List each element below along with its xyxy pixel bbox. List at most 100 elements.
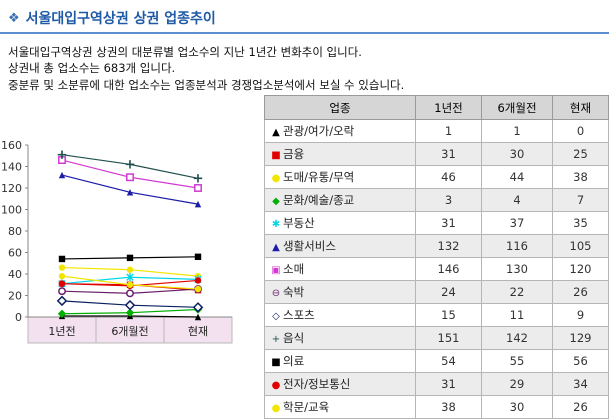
data-point [57,150,67,159]
category-cell: + 음식 [264,326,416,350]
data-point [194,277,202,284]
table-row: ● 학문/교육 38 30 26 [264,395,609,419]
value-cell: 37 [481,211,553,235]
data-point [58,171,66,179]
data-point [126,289,134,298]
category-axis-band [27,316,233,344]
value-cell: 30 [481,142,553,166]
value-cell: 38 [552,165,609,189]
table-row: + 음식 151 142 129 [264,326,609,350]
table-row: ● 도매/유통/무역 46 44 38 [264,165,609,189]
description-line-1: 서울대입구역상권 상권의 대분류별 업소수의 지난 1년간 변화추이 입니다. [8,45,362,59]
data-point [126,189,134,196]
table-row: ⊖ 숙박 24 22 26 [264,280,609,304]
value-cell: 31 [415,142,482,166]
table-row: ✱ 부동산 31 37 35 [264,211,609,235]
category-name: 소매 [283,262,305,276]
category-name: 생활서비스 [283,239,336,253]
y-tick-label: 140 [1,161,22,174]
category-name: 금융 [283,147,305,161]
y-tick-label: 100 [1,204,22,217]
data-point [58,287,66,296]
line-chart: 0 20 40 60 80 100 120 140 160 1년전 6개월전 현재 [0,135,262,345]
category-cell: ◆ 문화/예술/종교 [264,188,416,212]
category-name: 의료 [283,354,305,368]
series-marker-icon: + [271,334,281,345]
table-row: ▲ 관광/여가/오락 1 1 0 [264,119,609,143]
data-point [194,253,202,260]
data-point [126,173,134,182]
category-cell: ■ 금융 [264,142,416,166]
value-cell: 116 [481,234,553,258]
data-point [194,184,202,192]
series-marker-icon: ▲ [272,127,280,138]
data-point [58,280,66,287]
series-marker-icon: ▲ [272,242,280,253]
series-marker-icon: ■ [271,357,281,368]
value-cell: 132 [415,234,482,258]
y-tick-label: 160 [1,139,22,152]
y-tick-label: 120 [1,182,22,195]
data-point [125,308,135,317]
category-cell: ✱ 부동산 [264,211,416,235]
category-name: 숙박 [283,285,305,299]
data-point [56,295,68,307]
category-name: 학문/교육 [283,400,330,414]
description-line-3: 중분류 및 소분류에 대한 업소수는 업종분석과 경쟁업소분석에서 보실 수 있… [8,78,405,92]
value-cell: 0 [552,119,609,143]
title-divider [0,32,609,34]
value-cell: 4 [481,188,553,212]
table-header-row: 업종 1년전 6개월전 현재 [264,95,609,120]
series-marker-icon: ◆ [272,196,280,207]
table-row: ● 전자/정보통신 31 29 34 [264,372,609,396]
table-row: ▣ 소매 146 130 120 [264,257,609,281]
data-point [126,254,134,262]
category-cell: ● 학문/교육 [264,395,416,419]
x-category-label: 현재 [188,325,208,338]
line-chart-svg: 0 20 40 60 80 100 120 140 160 1년전 6개월전 현재 [1,139,233,344]
y-tick-label: 20 [8,290,22,303]
column-header-1-year-ago: 1년전 [415,95,482,120]
value-cell: 31 [415,372,482,396]
data-point [194,313,202,321]
value-cell: 30 [481,395,553,419]
table-row: ◇ 스포츠 15 11 9 [264,303,609,327]
data-point [58,272,66,280]
data-point [58,264,66,271]
category-cell: ⊖ 숙박 [264,280,416,304]
category-cell: ▣ 소매 [264,257,416,281]
value-cell: 9 [552,303,609,327]
category-cell: ▲ 관광/여가/오락 [264,119,416,143]
title-row: ❖ 서울대입구역상권 상권 업종추이 [8,8,216,28]
value-cell: 34 [552,372,609,396]
value-cell: 24 [415,280,482,304]
category-cell: ◇ 스포츠 [264,303,416,327]
column-header-6-months-ago: 6개월전 [481,95,553,120]
column-header-category: 업종 [264,95,416,120]
data-point [192,302,204,313]
data-point [126,281,134,288]
category-cell: ■ 의료 [264,349,416,373]
y-tick-label: 0 [15,311,22,324]
value-cell: 56 [552,349,609,373]
value-cell: 35 [552,211,609,235]
data-point [58,255,66,263]
value-cell: 26 [552,395,609,419]
column-header-current: 현재 [552,95,609,120]
series-marker-icon: ● [271,403,281,414]
category-name: 음식 [283,331,305,345]
category-cell: ● 전자/정보통신 [264,372,416,396]
data-point [125,160,135,169]
value-cell: 55 [481,349,553,373]
category-name: 부동산 [283,216,315,230]
value-cell: 11 [481,303,553,327]
category-cell: ● 도매/유통/무역 [264,165,416,189]
series-marker-icon: ✱ [271,219,281,230]
series-marker-icon: ▣ [271,265,281,276]
category-name: 도매/유통/무역 [283,170,355,184]
category-name: 스포츠 [283,308,315,322]
value-cell: 31 [415,211,482,235]
diamond-bullet-icon: ❖ [8,10,20,26]
series-marker-icon: ● [271,380,281,391]
table-row: ■ 금융 31 30 25 [264,142,609,166]
